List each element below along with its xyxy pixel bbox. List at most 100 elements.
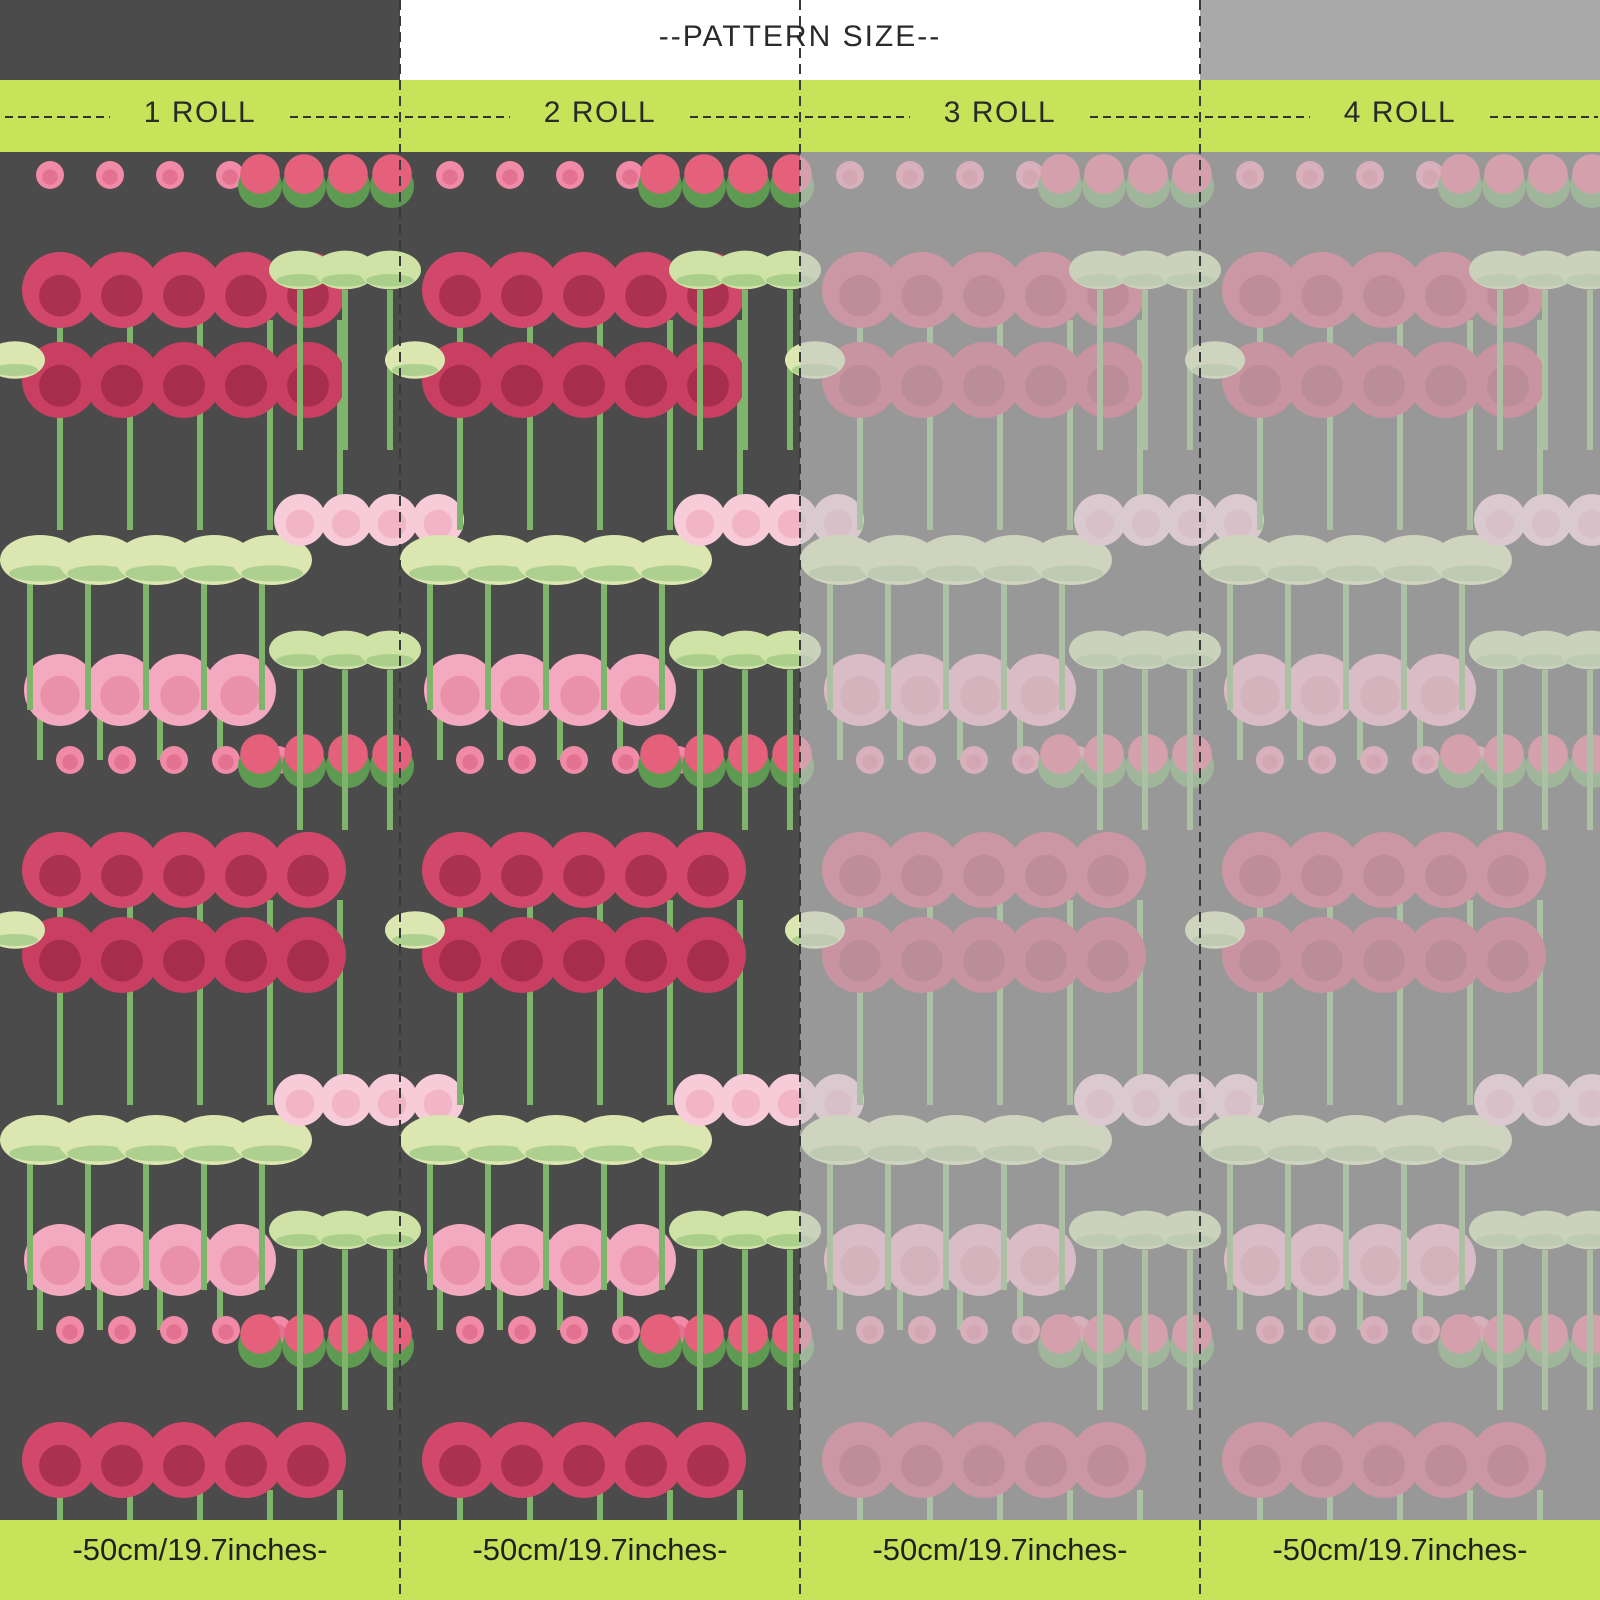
bud-top — [240, 1314, 280, 1354]
umbel-base — [676, 654, 724, 667]
flower-head-shade — [687, 939, 729, 982]
flower-head-shade — [287, 1444, 329, 1487]
pattern-size-title: --PATTERN SIZE-- — [658, 20, 942, 53]
flower-head-shade — [163, 274, 205, 317]
flower-head-shade — [160, 1245, 200, 1286]
umbel-base — [721, 274, 769, 287]
flower-head-shade — [331, 509, 361, 539]
flower-head-shade — [502, 169, 518, 185]
umbel-base — [241, 1145, 303, 1162]
flower-head-shade — [225, 274, 267, 317]
flower-head-shade — [439, 939, 481, 982]
umbel-base — [676, 1234, 724, 1247]
bud-top — [284, 734, 324, 774]
umbel-base — [276, 274, 324, 287]
flower-head-shade — [114, 754, 130, 770]
flower-head-shade — [163, 1444, 205, 1487]
umbel-base — [641, 565, 703, 582]
flower-head-shade — [514, 754, 530, 770]
bud-top — [728, 154, 768, 194]
umbel-base — [9, 565, 71, 582]
flower-head-shade — [620, 1245, 660, 1286]
flower-head-shade — [285, 509, 315, 539]
flower-head-shade — [501, 939, 543, 982]
flower-head-shade — [440, 675, 480, 716]
flower-head-shade — [100, 1245, 140, 1286]
flower-head-shade — [40, 1245, 80, 1286]
umbel-base — [183, 1145, 245, 1162]
flower-head-shade — [566, 754, 582, 770]
flower-head-shade — [685, 509, 715, 539]
umbel-base — [391, 934, 439, 946]
umbel-base — [241, 565, 303, 582]
flower-head-shade — [102, 169, 118, 185]
flower-head-shade — [687, 854, 729, 897]
umbel-base — [183, 565, 245, 582]
bud-top — [372, 154, 412, 194]
umbel-base — [67, 565, 129, 582]
flower-head-shade — [625, 854, 667, 897]
flower-head-shade — [101, 939, 143, 982]
umbel-base — [9, 1145, 71, 1162]
roll-3-label: 3 ROLL — [943, 96, 1057, 129]
flower-head-shade — [218, 1324, 234, 1340]
umbel-base — [467, 565, 529, 582]
bud-top — [640, 154, 680, 194]
umbel-base — [641, 1145, 703, 1162]
roll-3-size: -50cm/19.7inches- — [872, 1532, 1128, 1567]
flower-head-shade — [618, 1324, 634, 1340]
flower-head-shade — [100, 675, 140, 716]
umbel-base — [366, 1234, 414, 1247]
flower-head-shade — [563, 1444, 605, 1487]
umbel-base — [525, 1145, 587, 1162]
flower-head-shade — [731, 1089, 761, 1119]
flower-head-shade — [222, 169, 238, 185]
flower-head-shade — [62, 754, 78, 770]
flower-head-shade — [560, 675, 600, 716]
flower-head-shade — [625, 364, 667, 407]
umbel-base — [391, 364, 439, 376]
roll-1-label: 1 ROLL — [143, 96, 257, 129]
flower-head-shade — [101, 274, 143, 317]
flower-head-shade — [687, 364, 729, 407]
umbel-base — [409, 565, 471, 582]
bud-top — [284, 154, 324, 194]
flower-head-shade — [566, 1324, 582, 1340]
umbel-base — [276, 1234, 324, 1247]
umbel-base — [409, 1145, 471, 1162]
roll-dim-overlay — [1200, 150, 1600, 1520]
roll-4-label: 4 ROLL — [1343, 96, 1457, 129]
flower-head-shade — [377, 1089, 407, 1119]
roll-2-label: 2 ROLL — [543, 96, 657, 129]
flower-head-shade — [625, 274, 667, 317]
flower-head-shade — [563, 854, 605, 897]
flower-head-shade — [39, 364, 81, 407]
flower-head-shade — [39, 274, 81, 317]
flower-head-shade — [218, 754, 234, 770]
umbel-base — [467, 1145, 529, 1162]
bud-top — [240, 734, 280, 774]
roll-dim-overlay — [800, 150, 1200, 1520]
umbel-base — [0, 934, 39, 946]
flower-head-shade — [622, 169, 638, 185]
flower-head-shade — [225, 854, 267, 897]
umbel-base — [721, 654, 769, 667]
bud-top — [284, 1314, 324, 1354]
flower-head-shade — [625, 1444, 667, 1487]
flower-head-shade — [440, 1245, 480, 1286]
flower-head-shade — [101, 854, 143, 897]
flower-head-shade — [42, 169, 58, 185]
roll-1-size: -50cm/19.7inches- — [72, 1532, 328, 1567]
umbel-base — [276, 654, 324, 667]
umbel-base — [583, 565, 645, 582]
flower-head-shade — [560, 1245, 600, 1286]
flower-head-shade — [285, 1089, 315, 1119]
flower-head-shade — [500, 1245, 540, 1286]
flower-head-shade — [163, 364, 205, 407]
flower-head-shade — [163, 854, 205, 897]
bud-top — [240, 154, 280, 194]
umbel-base — [321, 654, 369, 667]
flower-head-shade — [439, 364, 481, 407]
